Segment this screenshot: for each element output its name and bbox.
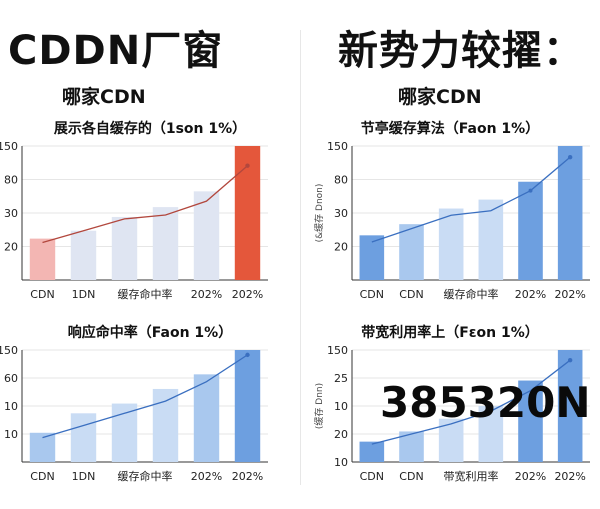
trend-line	[42, 354, 248, 439]
right-subtitle: 哪家CDN	[398, 86, 482, 108]
x-tick-label: 202%	[191, 288, 222, 301]
bar	[29, 238, 56, 280]
chart-title: 响应命中率（Faon 1%）	[67, 325, 233, 341]
bar	[399, 224, 424, 280]
trend-point	[245, 163, 250, 168]
bar	[518, 181, 543, 280]
bar	[518, 380, 543, 462]
x-tick-label: 202%	[232, 288, 263, 301]
bar	[193, 374, 220, 462]
y-tick-label: 30	[4, 207, 18, 220]
bar	[478, 199, 504, 280]
left-main-title: CDDN厂窗	[8, 28, 224, 74]
x-tick-label: CDN	[30, 288, 54, 301]
y-tick-label: 150	[327, 140, 348, 153]
y-tick-label: 10	[4, 428, 18, 441]
x-tick-label: 202%	[515, 288, 546, 301]
y-tick-label: 20	[4, 241, 18, 254]
bar	[70, 413, 97, 462]
y-tick-label: 80	[334, 174, 348, 187]
x-tick-label: CDN	[30, 470, 54, 483]
left-subtitle: 哪家CDN	[62, 86, 146, 108]
bar	[111, 403, 138, 462]
right-main-title: 新势力较擢：	[338, 28, 584, 74]
x-tick-label: 1DN	[72, 470, 96, 483]
chart-title: 展示各自缓存的（1son 1%）	[53, 121, 247, 137]
y-tick-label: 30	[334, 207, 348, 220]
x-tick-label: CDN	[360, 470, 384, 483]
bar	[234, 350, 261, 462]
bar	[557, 146, 583, 280]
bar	[359, 441, 385, 462]
bar	[111, 216, 138, 280]
x-tick-label: 202%	[191, 470, 222, 483]
bar	[70, 230, 97, 280]
y-tick-label: 150	[0, 344, 18, 357]
overlay-number-text: 385320N	[380, 378, 591, 427]
bar	[152, 388, 179, 462]
trend-line	[42, 165, 248, 244]
bar	[478, 406, 504, 462]
x-tick-label: 带宽利用率	[444, 469, 499, 483]
y-tick-label: 60	[4, 372, 18, 385]
trend-point	[528, 188, 533, 193]
y-tick-label: 10	[334, 400, 348, 413]
y-tick-label: 10	[4, 400, 18, 413]
y-tick-label: 80	[4, 174, 18, 187]
x-tick-label: 202%	[554, 288, 585, 301]
y-tick-label: 25	[334, 372, 348, 385]
y-tick-label: 150	[327, 344, 348, 357]
x-tick-label: 202%	[554, 470, 585, 483]
bar	[152, 207, 179, 280]
x-tick-label: CDN	[399, 288, 423, 301]
trend-line	[371, 156, 571, 243]
chart-svg: 10 20 10 25 150 (缓存 Dnn) CDN CDN 带宽利用率 202% 202%	[313, 344, 590, 483]
y-tick-label: 10	[334, 456, 348, 469]
bar	[234, 146, 261, 280]
bar	[193, 191, 220, 280]
bar	[438, 208, 464, 280]
x-tick-label: 缓存命中率	[118, 287, 173, 301]
chart-svg: 10 10 60 150 CDN 1DN 缓存命中率 202% 202%	[0, 344, 268, 483]
chart-svg: 20 30 80 150 CDN 1DN 缓存命中率 202% 202%	[0, 140, 268, 301]
x-tick-label: CDN	[360, 288, 384, 301]
y-tick-label: 150	[0, 140, 18, 153]
trend-point	[567, 357, 573, 363]
chart-title: 带宽利用率上（Fɛon 1%）	[361, 325, 539, 341]
y-axis-label: (缓存 Dnn)	[313, 383, 325, 429]
trend-line	[371, 359, 571, 445]
trend-point	[245, 352, 250, 358]
center-divider	[300, 30, 301, 485]
chart-svg: 20 30 80 150 (&缓存 Dnon) CDN CDN 缓存命中率 202% 202%	[313, 140, 590, 301]
x-tick-label: 缓存命中率	[444, 287, 499, 301]
y-tick-label: 20	[334, 241, 348, 254]
x-tick-label: CDN	[399, 470, 423, 483]
y-tick-label: 20	[334, 428, 348, 441]
x-tick-label: 202%	[515, 470, 546, 483]
bar	[557, 350, 583, 462]
x-tick-label: 202%	[232, 470, 263, 483]
bar	[359, 235, 385, 280]
trend-point	[567, 154, 573, 160]
x-tick-label: 1DN	[72, 288, 96, 301]
chart-title: 节亭缓存算法（Faon 1%）	[360, 121, 540, 137]
y-axis-label: (&缓存 Dnon)	[313, 184, 325, 243]
x-tick-label: 缓存命中率	[118, 469, 173, 483]
